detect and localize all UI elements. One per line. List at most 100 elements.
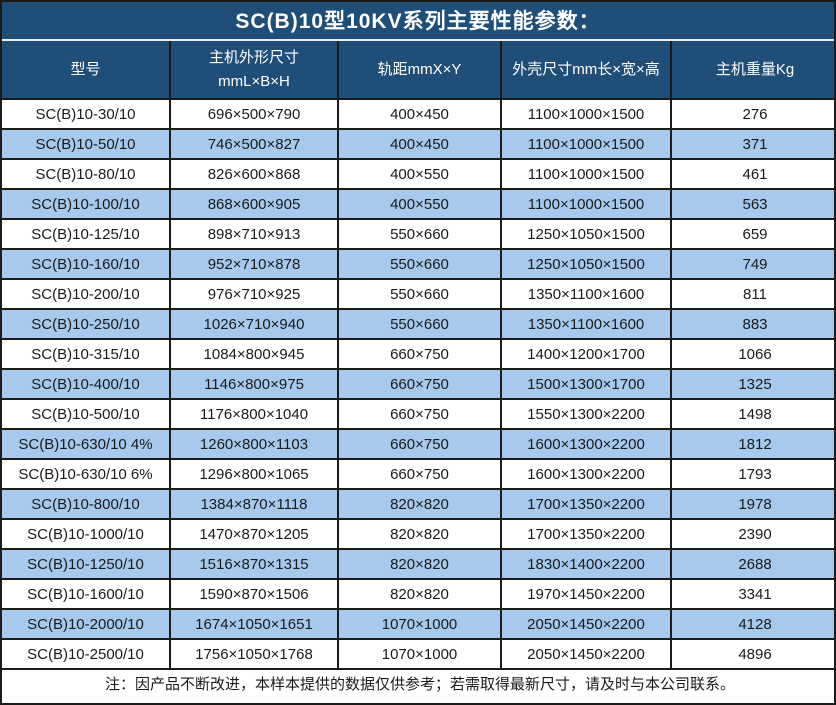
value-cell: 1978 [670, 488, 834, 520]
value-cell: 1384×870×1118 [169, 488, 339, 520]
table-row: SC(B)10-2000/10 1674×1050×1651 1070×1000 20… [2, 608, 834, 640]
value-cell: 1700×1350×2200 [500, 518, 672, 550]
model-cell: SC(B)10-125/10 [2, 218, 171, 250]
value-cell: 400×550 [337, 158, 502, 190]
value-cell: 1100×1000×1500 [500, 188, 672, 220]
model-cell: SC(B)10-80/10 [2, 158, 171, 190]
col-header-track-gauge: 轨距mmX×Y [337, 41, 502, 100]
value-cell: 1070×1000 [337, 638, 502, 670]
value-cell: 2050×1450×2200 [500, 608, 672, 640]
value-cell: 2050×1450×2200 [500, 638, 672, 670]
value-cell: 660×750 [337, 338, 502, 370]
value-cell: 1250×1050×1500 [500, 218, 672, 250]
table-row: SC(B)10-500/10 1176×800×1040 660×750 1550×1… [2, 398, 834, 430]
model-cell: SC(B)10-100/10 [2, 188, 171, 220]
table-row: SC(B)10-1000/10 1470×870×1205 820×820 1700×… [2, 518, 834, 550]
table-row: SC(B)10-1600/10 1590×870×1506 820×820 1970×… [2, 578, 834, 610]
model-cell: SC(B)10-400/10 [2, 368, 171, 400]
value-cell: 1600×1300×2200 [500, 458, 672, 490]
model-cell: SC(B)10-2000/10 [2, 608, 171, 640]
table-row: SC(B)10-630/10 6% 1296×800×1065 660×750 160… [2, 458, 834, 490]
value-cell: 659 [670, 218, 834, 250]
value-cell: 1100×1000×1500 [500, 98, 672, 130]
value-cell: 550×660 [337, 278, 502, 310]
value-cell: 826×600×868 [169, 158, 339, 190]
table-row: SC(B)10-80/10 826×600×868 400×550 1100×1000… [2, 158, 834, 190]
table-row: SC(B)10-1250/10 1516×870×1315 820×820 1830×… [2, 548, 834, 580]
value-cell: 1830×1400×2200 [500, 548, 672, 580]
value-cell: 868×600×905 [169, 188, 339, 220]
value-cell: 660×750 [337, 398, 502, 430]
table-row: SC(B)10-200/10 976×710×925 550×660 1350×110… [2, 278, 834, 310]
value-cell: 952×710×878 [169, 248, 339, 280]
value-cell: 1350×1100×1600 [500, 308, 672, 340]
value-cell: 660×750 [337, 458, 502, 490]
value-cell: 1970×1450×2200 [500, 578, 672, 610]
value-cell: 1400×1200×1700 [500, 338, 672, 370]
value-cell: 1146×800×975 [169, 368, 339, 400]
col-header-unit-dimensions: 主机外形尺寸 mmL×B×H [169, 41, 339, 100]
model-cell: SC(B)10-630/10 6% [2, 458, 171, 490]
value-cell: 1350×1100×1600 [500, 278, 672, 310]
table-row: SC(B)10-100/10 868×600×905 400×550 1100×100… [2, 188, 834, 220]
value-cell: 276 [670, 98, 834, 130]
value-cell: 400×450 [337, 98, 502, 130]
value-cell: 4896 [670, 638, 834, 670]
model-cell: SC(B)10-160/10 [2, 248, 171, 280]
model-cell: SC(B)10-630/10 4% [2, 428, 171, 460]
value-cell: 1590×870×1506 [169, 578, 339, 610]
value-cell: 400×450 [337, 128, 502, 160]
value-cell: 1812 [670, 428, 834, 460]
value-cell: 3341 [670, 578, 834, 610]
value-cell: 2390 [670, 518, 834, 550]
value-cell: 898×710×913 [169, 218, 339, 250]
table-body: SC(B)10-30/10 696×500×790 400×450 1100×1000… [2, 98, 834, 670]
model-cell: SC(B)10-1250/10 [2, 548, 171, 580]
value-cell: 749 [670, 248, 834, 280]
value-cell: 1470×870×1205 [169, 518, 339, 550]
value-cell: 2688 [670, 548, 834, 580]
value-cell: 461 [670, 158, 834, 190]
table-header: 型号 主机外形尺寸 mmL×B×H 轨距mmX×Y 外壳尺寸mm长×宽×高 主机重量Kg [2, 41, 834, 100]
value-cell: 1756×1050×1768 [169, 638, 339, 670]
value-cell: 811 [670, 278, 834, 310]
table-row: SC(B)10-125/10 898×710×913 550×660 1250×105… [2, 218, 834, 250]
table-title: SC(B)10型10KV系列主要性能参数： [2, 2, 834, 41]
value-cell: 1066 [670, 338, 834, 370]
model-cell: SC(B)10-30/10 [2, 98, 171, 130]
value-cell: 820×820 [337, 548, 502, 580]
table-row: SC(B)10-2500/10 1756×1050×1768 1070×1000 20… [2, 638, 834, 670]
spec-data-table: 型号 主机外形尺寸 mmL×B×H 轨距mmX×Y 外壳尺寸mm长×宽×高 主机重量Kg … [2, 41, 834, 697]
value-cell: 1325 [670, 368, 834, 400]
table-row: SC(B)10-800/10 1384×870×1118 820×820 1700×1… [2, 488, 834, 520]
value-cell: 820×820 [337, 488, 502, 520]
value-cell: 1498 [670, 398, 834, 430]
footnote: 注：因产品不断改进，本样本提供的数据仅供参考；若需取得最新尺寸，请及时与本公司联… [2, 668, 834, 697]
header-row: 型号 主机外形尺寸 mmL×B×H 轨距mmX×Y 外壳尺寸mm长×宽×高 主机重量Kg [2, 41, 834, 100]
model-cell: SC(B)10-800/10 [2, 488, 171, 520]
footnote-row: 注：因产品不断改进，本样本提供的数据仅供参考；若需取得最新尺寸，请及时与本公司联… [2, 668, 834, 697]
value-cell: 400×550 [337, 188, 502, 220]
value-cell: 1176×800×1040 [169, 398, 339, 430]
col-header-unit-weight: 主机重量Kg [670, 41, 834, 100]
value-cell: 371 [670, 128, 834, 160]
value-cell: 1296×800×1065 [169, 458, 339, 490]
col-header-shell-dimensions: 外壳尺寸mm长×宽×高 [500, 41, 672, 100]
model-cell: SC(B)10-250/10 [2, 308, 171, 340]
table-row: SC(B)10-50/10 746×500×827 400×450 1100×1000… [2, 128, 834, 160]
model-cell: SC(B)10-315/10 [2, 338, 171, 370]
value-cell: 1793 [670, 458, 834, 490]
value-cell: 660×750 [337, 428, 502, 460]
value-cell: 1550×1300×2200 [500, 398, 672, 430]
value-cell: 696×500×790 [169, 98, 339, 130]
value-cell: 1100×1000×1500 [500, 128, 672, 160]
table-row: SC(B)10-250/10 1026×710×940 550×660 1350×11… [2, 308, 834, 340]
value-cell: 1260×800×1103 [169, 428, 339, 460]
value-cell: 1100×1000×1500 [500, 158, 672, 190]
value-cell: 820×820 [337, 518, 502, 550]
value-cell: 883 [670, 308, 834, 340]
value-cell: 820×820 [337, 578, 502, 610]
value-cell: 1674×1050×1651 [169, 608, 339, 640]
value-cell: 1700×1350×2200 [500, 488, 672, 520]
